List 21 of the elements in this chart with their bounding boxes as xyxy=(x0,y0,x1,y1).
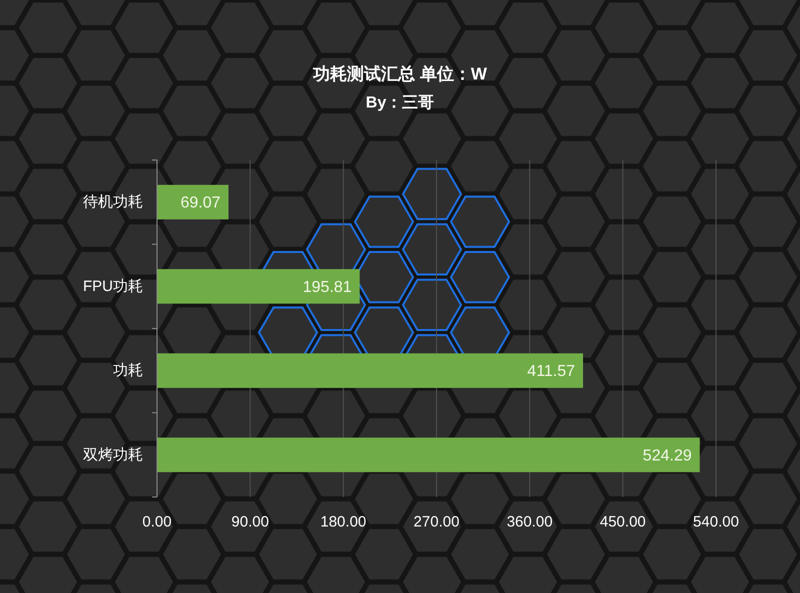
data-label: 524.29 xyxy=(642,447,692,464)
data-label: 411.57 xyxy=(527,363,576,380)
data-label: 69.07 xyxy=(180,194,221,212)
y-tick-label: 待机功耗 xyxy=(83,194,143,211)
chart-title: 功耗测试汇总 单位：W xyxy=(312,64,488,84)
chart-subtitle: By：三哥 xyxy=(366,94,434,112)
x-tick-label: 360.00 xyxy=(506,514,553,530)
x-tick-label: 450.00 xyxy=(600,514,646,530)
y-tick-label: 功耗 xyxy=(113,362,143,380)
x-tick-label: 0.00 xyxy=(142,514,172,530)
x-tick-label: 90.00 xyxy=(231,514,269,530)
y-tick-label: FPU功耗 xyxy=(83,278,143,295)
y-tick-label: 双烤功耗 xyxy=(83,446,143,464)
bar xyxy=(157,438,700,472)
x-tick-label: 540.00 xyxy=(693,514,739,530)
bar xyxy=(157,184,228,220)
x-tick-label: 270.00 xyxy=(414,514,460,530)
bar xyxy=(157,269,360,304)
bar xyxy=(157,353,584,388)
x-tick-label: 180.00 xyxy=(320,514,366,530)
data-label: 195.81 xyxy=(302,278,352,296)
